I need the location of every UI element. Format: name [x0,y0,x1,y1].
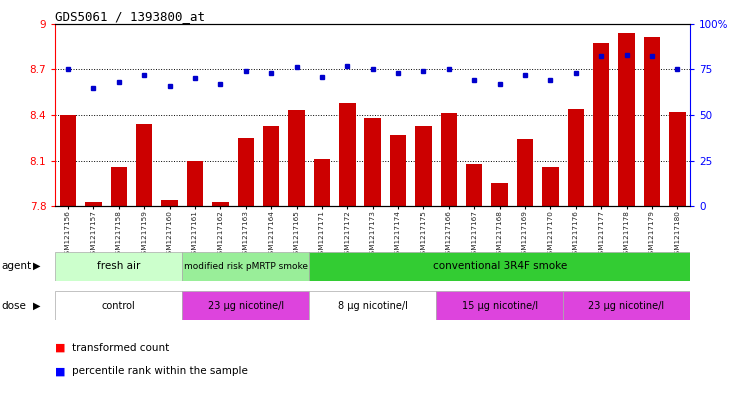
Bar [136,124,153,206]
Text: 15 μg nicotine/l: 15 μg nicotine/l [461,301,538,310]
Bar [339,103,356,206]
Bar [162,200,178,206]
Text: fresh air: fresh air [97,261,140,271]
Bar [644,37,661,206]
Bar [568,109,584,206]
Bar [212,202,229,206]
Bar [289,110,305,206]
Bar [111,167,127,206]
Text: modified risk pMRTP smoke: modified risk pMRTP smoke [184,262,308,271]
Bar [55,252,182,281]
Bar [314,159,330,206]
Text: 23 μg nicotine/l: 23 μg nicotine/l [207,301,284,310]
Bar [436,291,563,320]
Bar [60,115,76,206]
Bar [618,33,635,206]
Bar [238,138,254,206]
Bar [55,291,182,320]
Text: 8 μg nicotine/l: 8 μg nicotine/l [338,301,407,310]
Text: 23 μg nicotine/l: 23 μg nicotine/l [588,301,665,310]
Bar [563,291,690,320]
Bar [182,291,309,320]
Text: dose: dose [1,301,27,310]
Text: ▶: ▶ [33,301,41,310]
Bar [309,252,690,281]
Text: control: control [102,301,136,310]
Bar [542,167,559,206]
Text: ■: ■ [55,366,66,376]
Text: transformed count: transformed count [72,343,170,353]
Bar [441,114,457,206]
Text: percentile rank within the sample: percentile rank within the sample [72,366,248,376]
Bar [309,291,436,320]
Bar [415,126,432,206]
Bar [492,184,508,206]
Bar [263,126,280,206]
Bar [187,161,203,206]
Text: GDS5061 / 1393800_at: GDS5061 / 1393800_at [55,10,205,23]
Bar [517,139,534,206]
Bar [182,252,309,281]
Bar [390,135,407,206]
Bar [593,43,610,206]
Text: agent: agent [1,261,32,271]
Bar [466,163,483,206]
Bar [85,202,102,206]
Text: ■: ■ [55,343,66,353]
Bar [365,118,381,206]
Bar [669,112,686,206]
Text: conventional 3R4F smoke: conventional 3R4F smoke [432,261,567,271]
Text: ▶: ▶ [33,261,41,271]
